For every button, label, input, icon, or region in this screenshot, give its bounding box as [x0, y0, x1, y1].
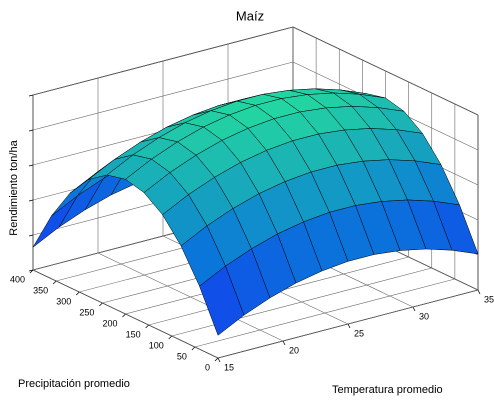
- y-tick: [29, 269, 34, 274]
- x-tick-label: 20: [289, 345, 299, 355]
- y-tick: [191, 346, 196, 351]
- y-tick: [145, 324, 149, 329]
- surface-cell: [199, 265, 245, 336]
- y-tick: [99, 302, 103, 307]
- y-tick: [214, 357, 219, 362]
- surface-cell: [32, 195, 78, 248]
- z-tick: [28, 94, 34, 97]
- chart-title: Maíz: [236, 8, 264, 23]
- x-tick-label: 15: [224, 362, 234, 372]
- y-tick-label: 300: [56, 296, 71, 306]
- z-tick: [28, 129, 34, 132]
- y-axis-label: Precipitación promedio: [18, 378, 130, 390]
- y-tick: [168, 335, 173, 340]
- y-tick-label: 150: [126, 329, 141, 339]
- y-tick-label: 250: [79, 307, 94, 317]
- x-tick: [347, 323, 351, 329]
- x-tick: [412, 306, 416, 312]
- x-tick: [477, 289, 481, 295]
- y-tick: [75, 291, 80, 296]
- z-tick: [28, 164, 34, 167]
- y-tick-label: 100: [149, 340, 164, 350]
- y-tick-label: 350: [33, 285, 48, 295]
- x-tick: [282, 340, 286, 346]
- x-tick-label: 30: [419, 311, 429, 321]
- x-tick-label: 25: [354, 328, 364, 338]
- y-tick-label: 0: [205, 362, 210, 372]
- y-tick-label: 50: [177, 351, 187, 361]
- y-tick-label: 400: [10, 274, 25, 284]
- x-axis-label: Temperatura promedio: [332, 384, 443, 396]
- x-tick-label: 35: [484, 294, 494, 304]
- z-axis-label: Rendimiento ton/ha: [8, 139, 20, 235]
- x-tick: [217, 357, 221, 363]
- y-tick: [52, 280, 57, 285]
- z-tick: [28, 199, 34, 202]
- y-tick: [122, 313, 126, 318]
- grid-line: [194, 278, 455, 348]
- z-tick: [28, 234, 34, 237]
- y-tick-label: 200: [102, 318, 117, 328]
